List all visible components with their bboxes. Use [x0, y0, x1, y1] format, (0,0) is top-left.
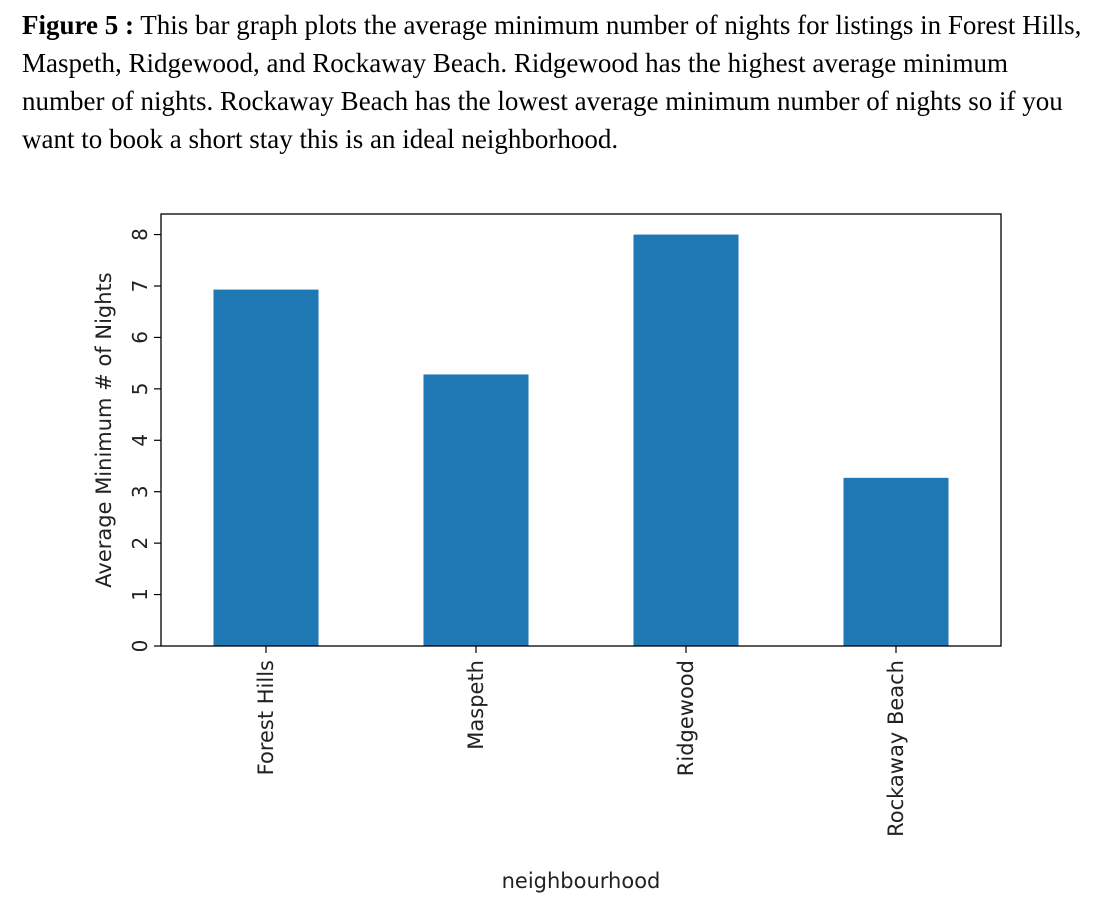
y-tick-label: 8: [128, 228, 152, 241]
bar-ridgewood: [633, 234, 739, 647]
y-tick-label: 7: [128, 280, 152, 293]
y-tick-label: 2: [128, 537, 152, 550]
caption-text: This bar graph plots the average minimum…: [22, 10, 1082, 154]
y-tick-label: 4: [128, 434, 152, 447]
caption-label: Figure 5 :: [22, 10, 134, 40]
y-tick-label: 6: [128, 331, 152, 344]
y-tick-label: 3: [128, 485, 152, 498]
x-tick-label: Forest Hills: [254, 660, 278, 775]
x-tick-label: Maspeth: [464, 660, 488, 750]
bar-maspeth: [423, 374, 529, 646]
x-axis-label: neighbourhood: [502, 869, 661, 893]
figure-caption: Figure 5 : This bar graph plots the aver…: [22, 6, 1092, 158]
bar-forest-hills: [213, 289, 319, 646]
y-tick-label: 5: [128, 382, 152, 395]
x-axis-ticks: Forest Hills Maspeth Ridgewood Rockaway Bea…: [254, 646, 908, 837]
x-tick-label: Ridgewood: [674, 660, 698, 776]
bar-rockaway-beach: [843, 477, 949, 646]
plot-frame: [160, 213, 1002, 647]
y-axis-ticks: 0 1 2 3 4 5 6 7 8: [128, 228, 161, 652]
x-tick-label: Rockaway Beach: [884, 660, 908, 837]
y-tick-label: 0: [128, 640, 152, 653]
y-tick-label: 1: [128, 588, 152, 601]
bars: [213, 234, 949, 647]
y-axis-label: Average Minimum # of Nights: [92, 272, 116, 587]
